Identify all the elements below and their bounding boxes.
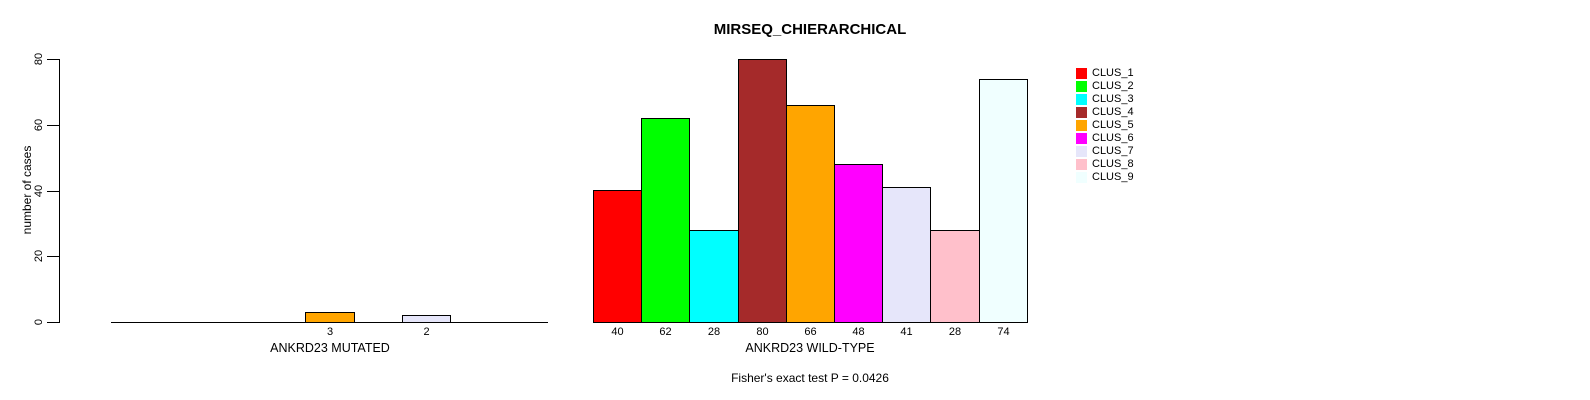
legend-label: CLUS_2 xyxy=(1092,80,1134,92)
bar-value-label: 28 xyxy=(948,326,962,338)
legend-swatch xyxy=(1076,172,1087,183)
y-axis-title: number of cases xyxy=(20,145,34,235)
y-axis-tick xyxy=(47,322,59,323)
legend-label: CLUS_8 xyxy=(1092,158,1134,170)
legend-item: CLUS_7 xyxy=(1076,145,1136,158)
legend-swatch xyxy=(1076,159,1087,170)
legend-item: CLUS_3 xyxy=(1076,93,1136,106)
y-axis-tick xyxy=(47,125,59,126)
bar-value-label: 41 xyxy=(900,326,913,338)
bar-clus_2 xyxy=(641,118,690,323)
bar-clus_1 xyxy=(593,190,642,323)
chart-title: MIRSEQ_CHIERARCHICAL xyxy=(713,21,907,38)
legend-item: CLUS_6 xyxy=(1076,132,1136,145)
legend-swatch xyxy=(1076,120,1087,131)
bar-clus_5 xyxy=(786,105,835,323)
y-axis-tick-label: 40 xyxy=(33,184,45,198)
legend-item: CLUS_9 xyxy=(1076,171,1136,184)
legend-label: CLUS_6 xyxy=(1092,132,1134,144)
bar-value-label: 3 xyxy=(326,326,334,338)
y-axis-tick-label: 20 xyxy=(33,249,45,263)
bar-clus_6 xyxy=(834,164,883,323)
bar-value-label: 2 xyxy=(423,326,430,338)
legend-swatch xyxy=(1076,94,1087,105)
legend-item: CLUS_1 xyxy=(1076,67,1136,80)
legend-label: CLUS_4 xyxy=(1092,106,1134,118)
bar-value-label: 62 xyxy=(659,326,672,338)
y-axis-line xyxy=(59,59,60,323)
y-axis-tick xyxy=(47,191,59,192)
y-axis-tick xyxy=(47,59,59,60)
bar-value-label: 40 xyxy=(611,326,624,338)
legend-swatch xyxy=(1076,146,1087,157)
bar-clus_7 xyxy=(402,315,451,323)
bar-clus_9 xyxy=(979,79,1028,323)
bar-value-label: 28 xyxy=(707,326,721,338)
bar-value-label: 66 xyxy=(804,326,817,338)
fisher-test-annotation: Fisher's exact test P = 0.0426 xyxy=(731,371,889,385)
bar-value-label: 80 xyxy=(756,326,769,338)
legend-swatch xyxy=(1076,107,1087,118)
legend-item: CLUS_4 xyxy=(1076,106,1136,119)
legend-item: CLUS_8 xyxy=(1076,158,1136,171)
y-axis-tick-label: 0 xyxy=(33,318,45,326)
bar-clus_5 xyxy=(305,312,355,323)
bar-value-label: 48 xyxy=(852,326,865,338)
bar-clus_8 xyxy=(930,230,980,323)
legend-label: CLUS_3 xyxy=(1092,93,1134,105)
y-axis-tick xyxy=(47,256,59,257)
bar-clus_4 xyxy=(738,59,787,323)
bar-value-label: 74 xyxy=(997,326,1010,338)
legend-label: CLUS_9 xyxy=(1092,171,1134,183)
legend-label: CLUS_1 xyxy=(1092,67,1134,79)
bar-clus_3 xyxy=(689,230,739,323)
legend-item: CLUS_5 xyxy=(1076,119,1136,132)
legend-label: CLUS_7 xyxy=(1092,145,1134,157)
bar-clus_7 xyxy=(882,187,931,323)
y-axis-tick-label: 80 xyxy=(33,52,45,66)
y-axis-tick-label: 60 xyxy=(33,118,45,132)
legend-swatch xyxy=(1076,81,1087,92)
legend-label: CLUS_5 xyxy=(1092,119,1134,131)
group-label-mutated: ANKRD23 MUTATED xyxy=(270,341,390,355)
legend-swatch xyxy=(1076,68,1087,79)
legend-swatch xyxy=(1076,133,1087,144)
group-label-wild-type: ANKRD23 WILD-TYPE xyxy=(745,341,875,355)
legend-item: CLUS_2 xyxy=(1076,80,1136,93)
